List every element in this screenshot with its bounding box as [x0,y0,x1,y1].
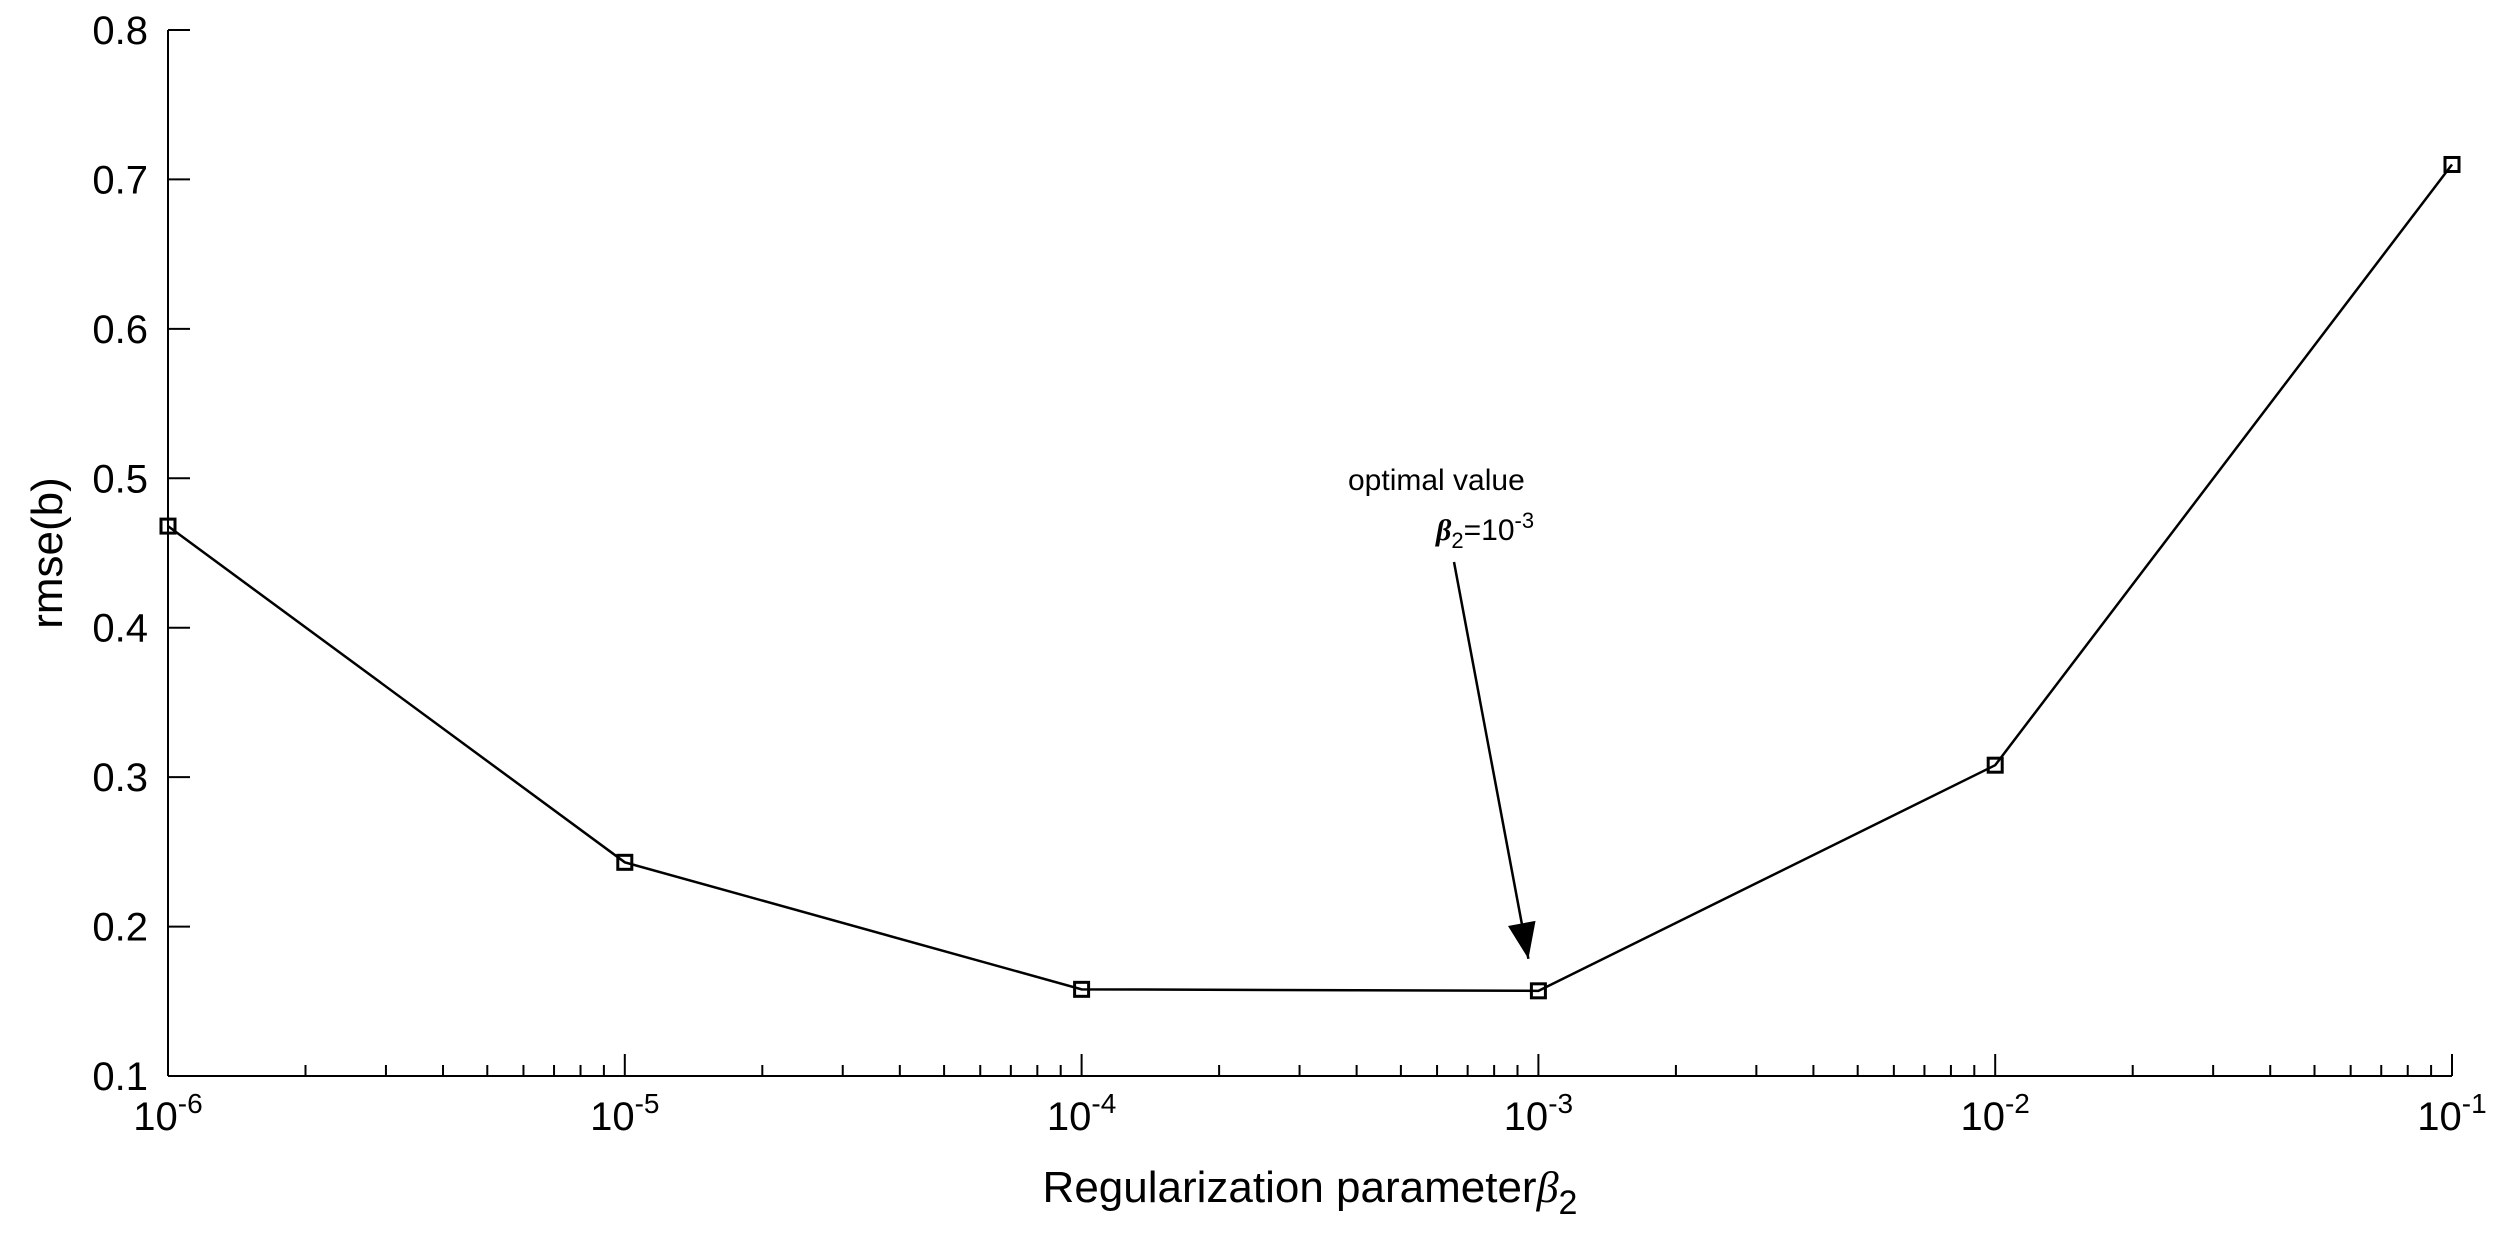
series-line [167,163,2453,993]
data-point-marker [159,517,177,535]
x-tick-label: 10-5 [590,1088,659,1139]
x-tick-label: 10-2 [1960,1088,2029,1139]
x-tick-label: 10-6 [133,1088,202,1139]
x-tick-label: 10-3 [1504,1088,1573,1139]
y-tick-label: 0.7 [92,158,148,202]
x-tick-label: 10-1 [2417,1088,2486,1139]
y-tick-label: 0.2 [92,906,148,950]
x-tick-label: 10-4 [1047,1088,1116,1139]
annotation-arrowhead [1508,920,1536,959]
data-point-marker [616,853,634,871]
y-tick-label: 0.4 [92,607,148,651]
y-tick-label: 0.6 [92,308,148,352]
data-point-marker [1986,756,2004,774]
y-axis-title: rmse(b) [23,477,72,629]
annotation-label: optimal value [1348,464,1525,497]
y-tick-label: 0.8 [92,9,148,53]
data-point-marker [2443,155,2461,173]
data-point-marker [1529,982,1547,1000]
y-tick-label: 0.5 [92,457,148,501]
annotation-value: β2=10-3 [1435,508,1534,553]
data-point-marker [1073,980,1091,998]
annotation-arrow-line [1452,561,1530,960]
x-axis-title: Regularization parameterβ2 [1043,1163,1578,1222]
y-tick-label: 0.3 [92,756,148,800]
y-tick-label: 0.1 [92,1055,148,1099]
